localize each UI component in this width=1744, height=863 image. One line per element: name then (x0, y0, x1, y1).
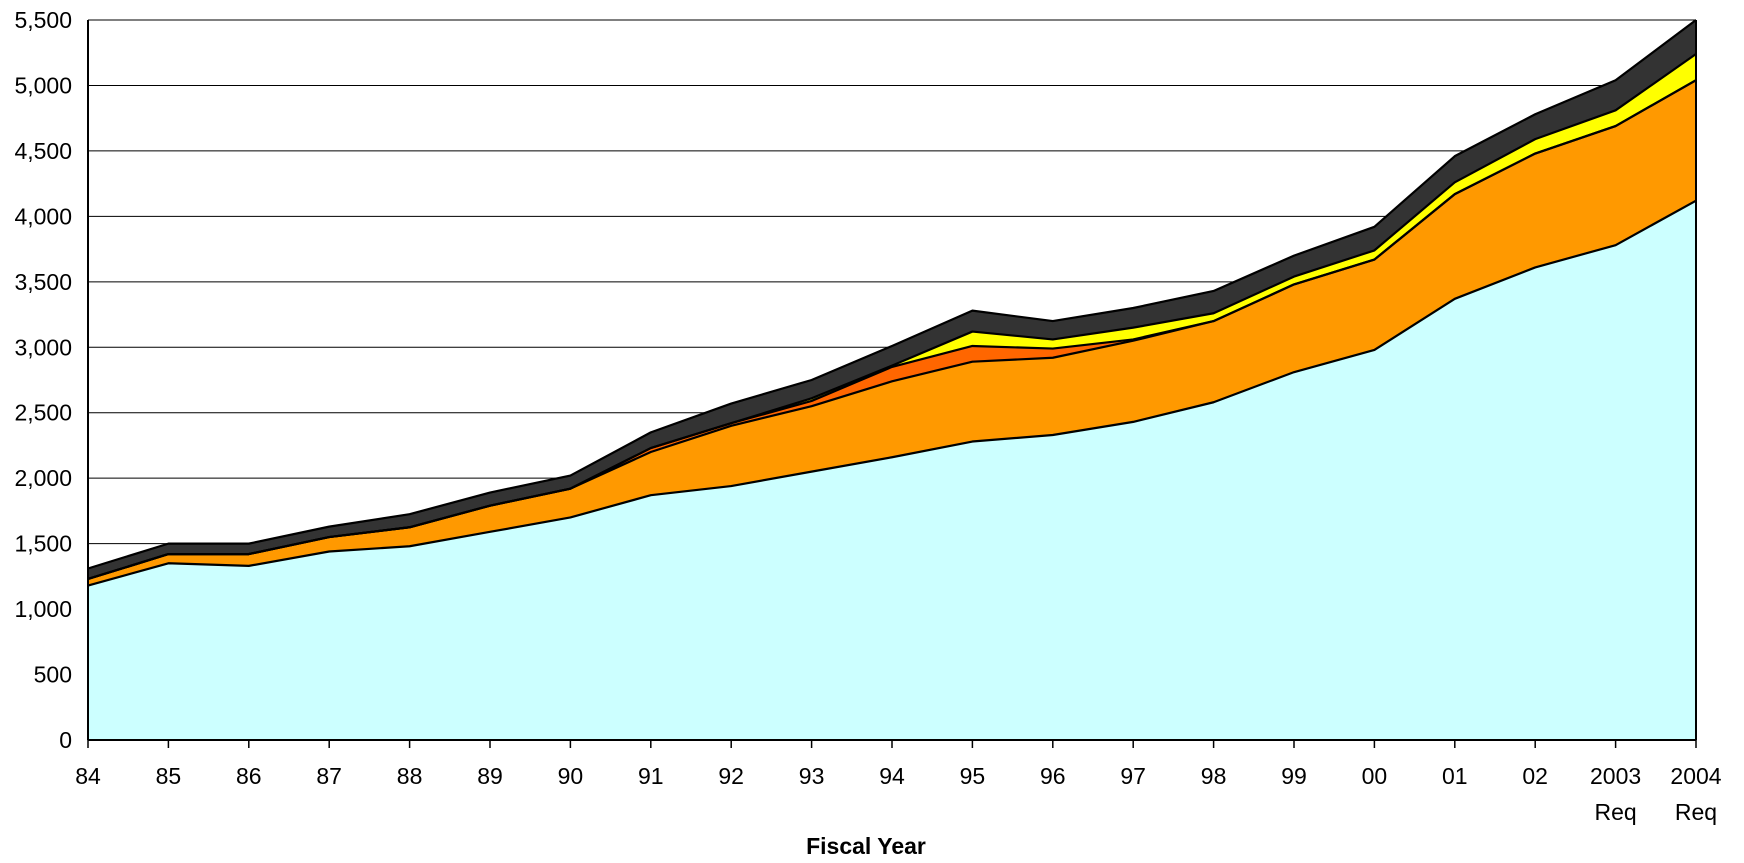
stacked-areas (87, 19, 1697, 740)
x-tick-label: Req (1594, 799, 1636, 825)
y-tick-label: 500 (34, 662, 72, 688)
y-tick-label: 3,500 (14, 269, 72, 295)
x-tick-label: 90 (558, 763, 584, 789)
y-tick-label: 5,500 (14, 7, 72, 33)
y-tick-label: 3,000 (14, 334, 72, 360)
x-tick-label: 91 (638, 763, 664, 789)
x-tick-label: 93 (799, 763, 825, 789)
x-tick-label: 2003 (1590, 763, 1641, 789)
area-series-1 (88, 200, 1696, 740)
x-tick-label: 97 (1120, 763, 1146, 789)
x-tick-labels: 84 85 86 87 88 89 90 91 92 93 94 95 96 97 98 99 00 01 02 20… (75, 763, 1722, 825)
x-tick-label: 2004 (1670, 763, 1721, 789)
series-1-top-line (87, 199, 1697, 587)
y-tick-label: 2,000 (14, 465, 72, 491)
series-4-top-line (87, 53, 1697, 581)
x-tick-label: 92 (718, 763, 744, 789)
x-tick-label: 95 (960, 763, 986, 789)
y-tick-label: 1,500 (14, 531, 72, 557)
x-tick-label: 87 (316, 763, 342, 789)
x-tick-label: 96 (1040, 763, 1066, 789)
series-5-top-line (87, 19, 1697, 570)
y-tick-label: 1,000 (14, 596, 72, 622)
y-tick-label: 5,000 (14, 72, 72, 98)
x-tick-label: 84 (75, 763, 101, 789)
x-tick-label: 89 (477, 763, 503, 789)
y-tick-label: 4,500 (14, 138, 72, 164)
y-tick-label: 2,500 (14, 400, 72, 426)
x-tick-label: Req (1675, 799, 1717, 825)
axes (87, 20, 1697, 748)
x-tick-label: 98 (1201, 763, 1227, 789)
x-tick-label: 02 (1522, 763, 1548, 789)
area-series-2 (88, 80, 1696, 586)
y-tick-labels: 0 500 1,000 1,500 2,000 2,500 3,000 3,500 4,000 4… (14, 7, 72, 753)
x-axis-title: Fiscal Year (806, 833, 926, 859)
x-tick-label: 94 (879, 763, 905, 789)
y-tick-label: 4,000 (14, 203, 72, 229)
x-tick-label: 00 (1362, 763, 1388, 789)
x-tick-label: 99 (1281, 763, 1307, 789)
x-tick-label: 85 (156, 763, 182, 789)
x-tick-label: 88 (397, 763, 423, 789)
x-tick-label: 86 (236, 763, 262, 789)
y-tick-label: 0 (59, 727, 72, 753)
x-tick-label: 01 (1442, 763, 1468, 789)
